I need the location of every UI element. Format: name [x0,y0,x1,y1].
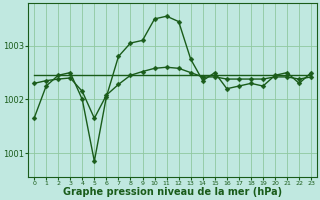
X-axis label: Graphe pression niveau de la mer (hPa): Graphe pression niveau de la mer (hPa) [63,187,282,197]
